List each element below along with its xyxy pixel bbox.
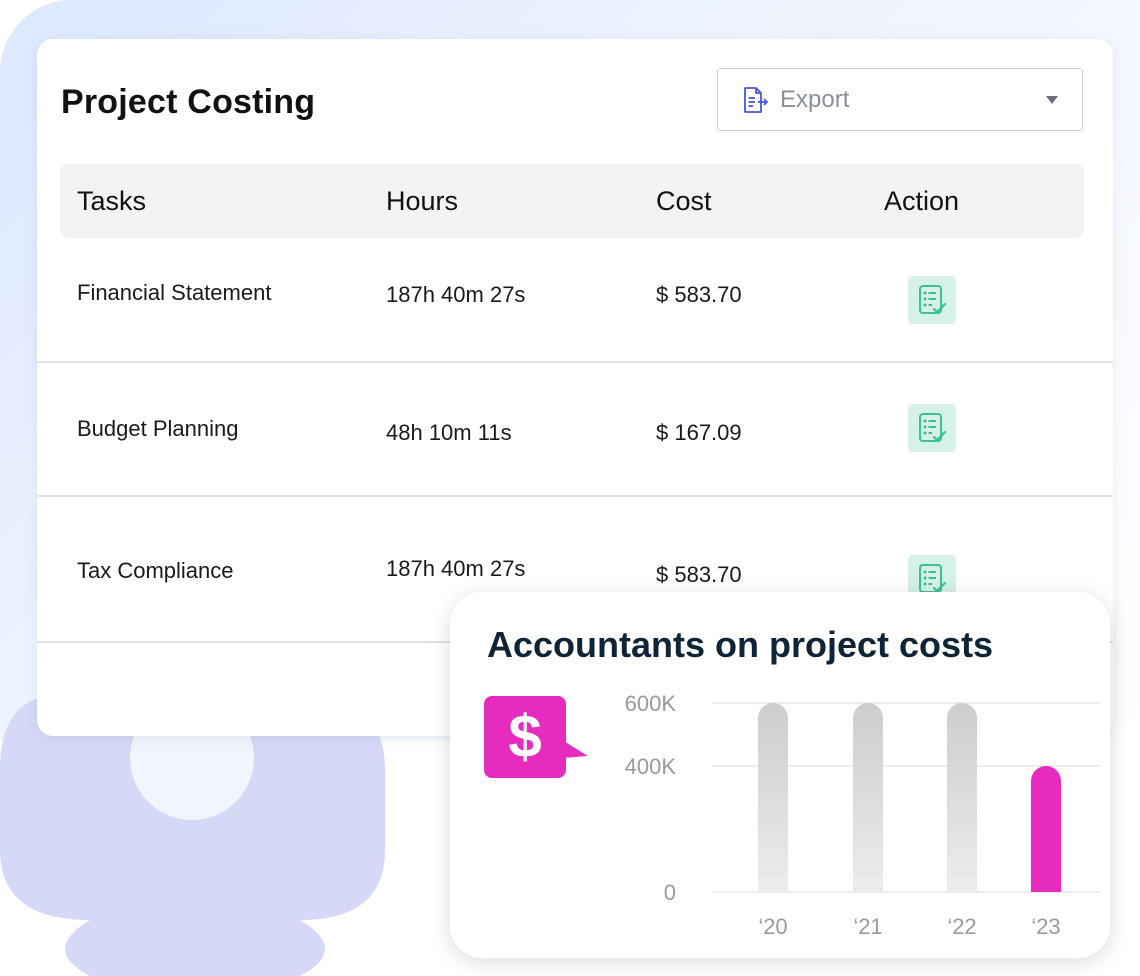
task-cost: $ 583.70 xyxy=(656,282,742,307)
checklist-icon xyxy=(919,413,947,442)
bar xyxy=(853,703,883,892)
table-header: Tasks Hours Cost Action xyxy=(60,164,1084,238)
column-header-action: Action xyxy=(884,186,960,216)
checklist-icon xyxy=(919,564,947,593)
y-tick-label: 600K xyxy=(625,691,677,716)
column-header-hours: Hours xyxy=(386,186,459,216)
task-hours: 48h 10m 11s xyxy=(386,420,512,445)
row-divider xyxy=(37,495,1113,497)
x-tick-label: ‘20 xyxy=(758,914,787,939)
export-dropdown[interactable]: Export xyxy=(717,68,1083,131)
page-title: Project Costing xyxy=(61,83,316,121)
chart-title: Accountants on project costs xyxy=(487,624,994,665)
view-details-button[interactable] xyxy=(908,404,956,452)
x-tick-label: ‘23 xyxy=(1031,914,1060,939)
export-label: Export xyxy=(780,85,850,113)
bar-base xyxy=(1031,877,1061,892)
view-details-button[interactable] xyxy=(908,276,956,324)
task-cost: $ 583.70 xyxy=(656,562,742,587)
y-tick-label: 0 xyxy=(664,880,676,905)
bar xyxy=(758,703,788,892)
row-divider xyxy=(37,361,1113,363)
chart-card: Accountants on project costs $ 0 400K 600K… xyxy=(450,592,1110,958)
task-name: Budget Planning xyxy=(77,416,239,441)
task-hours: 187h 40m 27s xyxy=(386,556,526,581)
bar-base xyxy=(758,877,788,892)
bar-base xyxy=(853,877,883,892)
task-cost: $ 167.09 xyxy=(656,420,742,445)
bar-chart: 0 400K 600K ‘20 ‘21 ‘22 ‘23 xyxy=(625,691,1100,939)
dollar-sign-icon: $ xyxy=(484,696,588,778)
dollar-sign-text: $ xyxy=(508,703,541,770)
bar xyxy=(1031,766,1061,892)
chevron-down-icon xyxy=(1046,96,1058,104)
x-tick-label: ‘22 xyxy=(947,914,976,939)
task-hours: 187h 40m 27s xyxy=(386,282,526,307)
bar-base xyxy=(947,877,977,892)
column-header-tasks: Tasks xyxy=(77,186,147,216)
checklist-icon xyxy=(919,285,947,314)
x-tick-label: ‘21 xyxy=(853,914,882,939)
y-tick-label: 400K xyxy=(625,754,677,779)
task-name: Financial Statement xyxy=(77,280,272,305)
bar xyxy=(947,703,977,892)
column-header-cost: Cost xyxy=(656,186,712,216)
task-name: Tax Compliance xyxy=(77,558,234,583)
export-document-icon xyxy=(740,85,770,115)
